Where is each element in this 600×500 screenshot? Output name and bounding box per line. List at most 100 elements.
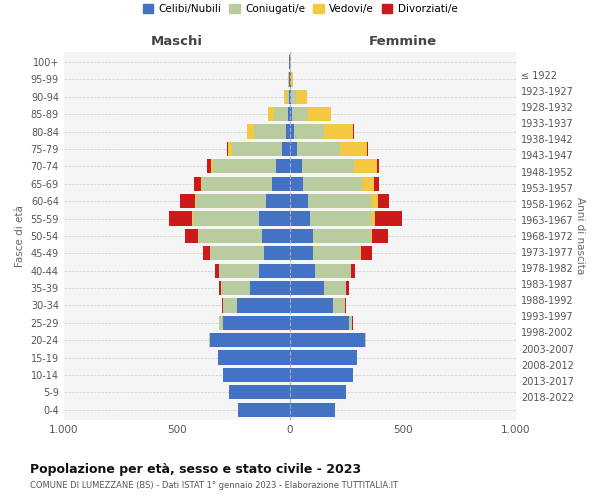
Bar [208, 159, 211, 174]
Y-axis label: Fasce di età: Fasce di età [15, 205, 25, 267]
Bar [221, 281, 250, 295]
Bar [290, 402, 335, 417]
Bar [290, 124, 295, 138]
Bar [375, 212, 402, 226]
Bar [194, 176, 200, 191]
Bar [218, 350, 290, 364]
Bar [259, 264, 290, 278]
Bar [304, 176, 362, 191]
Bar [324, 281, 346, 295]
Bar [360, 246, 361, 260]
Bar [310, 212, 371, 226]
Bar [346, 281, 349, 295]
Bar [196, 194, 266, 208]
Bar [227, 142, 228, 156]
Bar [373, 229, 388, 243]
Bar [219, 316, 223, 330]
Bar [287, 90, 289, 104]
Bar [286, 124, 290, 138]
Bar [277, 159, 290, 174]
Bar [333, 298, 346, 312]
Bar [290, 368, 353, 382]
Bar [237, 298, 290, 312]
Bar [290, 212, 310, 226]
Bar [352, 264, 355, 278]
Bar [289, 90, 290, 104]
Bar [374, 176, 379, 191]
Bar [222, 298, 223, 312]
Bar [193, 212, 259, 226]
Bar [296, 90, 307, 104]
Bar [290, 316, 349, 330]
Bar [291, 90, 296, 104]
Bar [223, 316, 290, 330]
Bar [264, 246, 290, 260]
Bar [266, 194, 290, 208]
Bar [223, 298, 237, 312]
Bar [288, 72, 289, 86]
Bar [290, 159, 302, 174]
Bar [282, 142, 290, 156]
Bar [209, 333, 290, 347]
Bar [247, 124, 254, 138]
Bar [377, 159, 379, 174]
Bar [211, 159, 213, 174]
Bar [340, 142, 367, 156]
Bar [355, 159, 377, 174]
Bar [292, 107, 308, 122]
Text: Popolazione per età, sesso e stato civile - 2023: Popolazione per età, sesso e stato civil… [30, 462, 361, 475]
Bar [290, 246, 313, 260]
Bar [371, 229, 373, 243]
Bar [290, 333, 365, 347]
Bar [185, 229, 198, 243]
Bar [290, 264, 315, 278]
Bar [259, 212, 290, 226]
Bar [223, 368, 290, 382]
Bar [290, 298, 333, 312]
Bar [287, 107, 290, 122]
Bar [229, 385, 290, 400]
Legend: Celibi/Nubili, Coniugati/e, Vedovi/e, Divorziati/e: Celibi/Nubili, Coniugati/e, Vedovi/e, Di… [139, 0, 461, 18]
Bar [290, 281, 324, 295]
Bar [291, 72, 293, 86]
Bar [296, 142, 340, 156]
Bar [308, 107, 331, 122]
Bar [209, 246, 264, 260]
Bar [250, 281, 290, 295]
Bar [195, 194, 196, 208]
Bar [290, 385, 346, 400]
Bar [349, 316, 352, 330]
Bar [202, 176, 272, 191]
Bar [313, 246, 360, 260]
Bar [228, 142, 232, 156]
Bar [254, 124, 286, 138]
Bar [192, 212, 193, 226]
Bar [295, 124, 324, 138]
Bar [367, 142, 368, 156]
Bar [361, 246, 372, 260]
Bar [215, 264, 218, 278]
Bar [302, 159, 355, 174]
Bar [315, 264, 351, 278]
Bar [289, 72, 290, 86]
Bar [290, 90, 291, 104]
Bar [213, 159, 277, 174]
Bar [290, 229, 313, 243]
Bar [203, 246, 209, 260]
Bar [290, 194, 308, 208]
Bar [262, 229, 290, 243]
Bar [371, 212, 375, 226]
Bar [290, 142, 296, 156]
Bar [284, 90, 287, 104]
Bar [378, 194, 389, 208]
Bar [274, 107, 287, 122]
Bar [169, 212, 192, 226]
Bar [313, 229, 371, 243]
Y-axis label: Anni di nascita: Anni di nascita [575, 198, 585, 274]
Bar [200, 176, 202, 191]
Bar [180, 194, 195, 208]
Text: Femmine: Femmine [369, 35, 437, 48]
Bar [218, 281, 221, 295]
Text: COMUNE DI LUMEZZANE (BS) - Dati ISTAT 1° gennaio 2023 - Elaborazione TUTTITALIA.: COMUNE DI LUMEZZANE (BS) - Dati ISTAT 1°… [30, 481, 398, 490]
Bar [324, 124, 353, 138]
